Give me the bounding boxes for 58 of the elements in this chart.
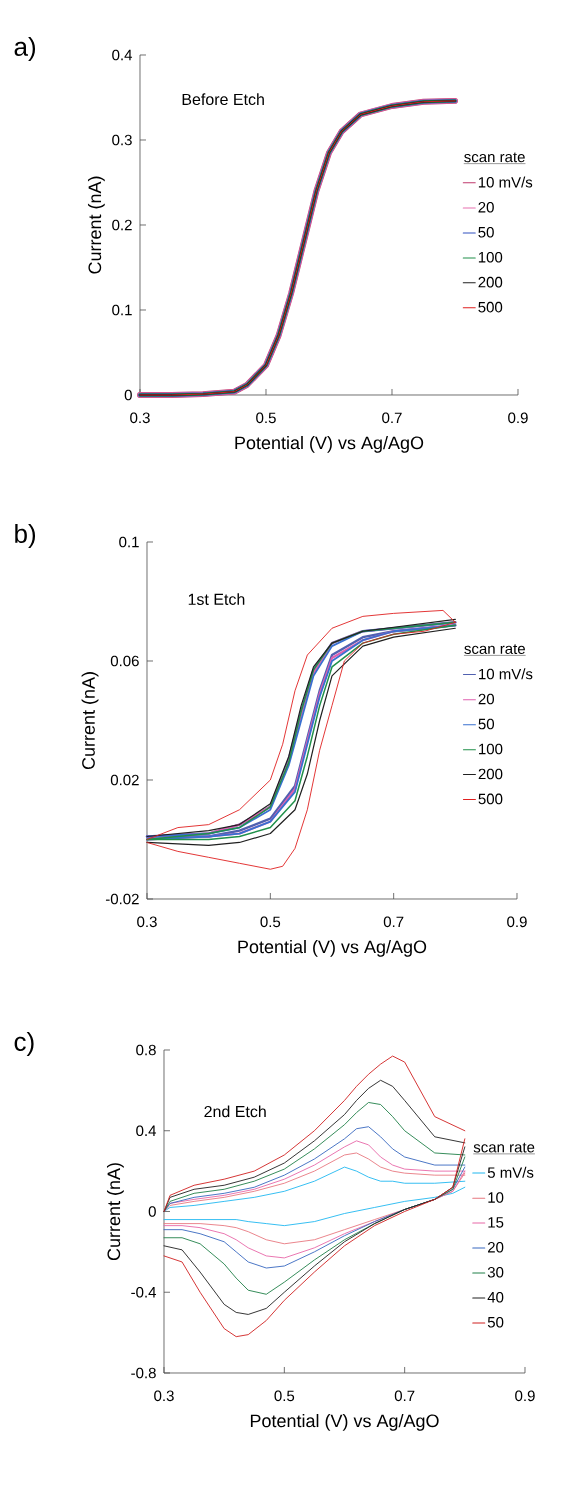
legend-label: 40	[487, 1291, 504, 1303]
legend-label: 500	[478, 301, 503, 313]
legend-label: 200	[478, 768, 503, 780]
x-tick-label: 0.9	[508, 412, 528, 424]
y-tick-label: 0.02	[110, 774, 139, 786]
y-tick-label: 0.4	[112, 49, 133, 61]
y-axis-title: Current (nA)	[87, 176, 105, 274]
legend-label: 10 mV/s	[479, 668, 533, 680]
x-tick-label: 0.7	[383, 916, 404, 928]
x-tick-label: 0.7	[382, 412, 402, 424]
legend-label: 100	[479, 743, 503, 755]
legend-label: 20	[478, 201, 494, 213]
x-tick-label: 0.9	[515, 1390, 535, 1402]
y-axis-title: Current (nA)	[81, 672, 99, 770]
annotation: 1st Etch	[188, 593, 245, 605]
y-tick-label: 0.06	[110, 655, 139, 667]
y-tick-label: -0.8	[131, 1367, 156, 1379]
legend-label: 50	[487, 1316, 504, 1328]
legend-title: scan rate	[473, 1142, 535, 1153]
y-axis-title: Current (nA)	[106, 1163, 124, 1261]
x-tick-label: 0.5	[274, 1390, 295, 1402]
y-tick-label: 0.1	[119, 536, 139, 548]
x-axis-title: Potential (V) vs Ag/AgO	[238, 940, 427, 957]
x-tick-label: 0.9	[507, 916, 527, 928]
x-tick-label: 0.5	[256, 412, 276, 424]
legend-title: scan rate	[464, 152, 525, 163]
x-axis-title: Potential (V) vs Ag/AgO	[235, 436, 424, 453]
annotation: Before Etch	[182, 93, 264, 106]
y-tick-label: 0.8	[136, 1044, 156, 1056]
legend-label: 15	[488, 1217, 504, 1228]
legend-label: 50	[478, 718, 495, 730]
legend-label: 5 mV/s	[487, 1166, 534, 1178]
legend-label: 200	[478, 276, 503, 288]
y-tick-label: 0.4	[136, 1125, 157, 1137]
x-tick-label: 0.7	[394, 1390, 415, 1402]
y-tick-label: 0.1	[112, 304, 132, 316]
legend-label: 10 mV/s	[478, 176, 533, 188]
y-tick-label: 0.3	[112, 134, 132, 146]
legend-label: 20	[478, 693, 495, 705]
legend-label: 10	[488, 1192, 504, 1203]
chart-title: a)	[14, 36, 36, 62]
y-tick-label: -0.02	[105, 893, 139, 905]
y-tick-label: -0.4	[131, 1286, 157, 1298]
legend-label: 30	[487, 1266, 504, 1278]
y-tick-label: 0	[148, 1206, 156, 1217]
y-tick-label: 0	[124, 389, 132, 401]
legend-label: 50	[478, 226, 494, 238]
chart-title: c)	[14, 1031, 34, 1057]
x-tick-label: 0.3	[154, 1390, 174, 1402]
annotation: 2nd Etch	[204, 1105, 266, 1118]
legend-title: scan rate	[464, 644, 525, 654]
x-axis-title: Potential (V) vs Ag/AgO	[250, 1414, 439, 1431]
legend-label: 100	[478, 251, 503, 263]
chart-title: b)	[15, 523, 36, 549]
legend-label: 20	[488, 1241, 504, 1253]
y-tick-label: 0.2	[112, 219, 132, 231]
legend-label: 500	[478, 793, 503, 805]
x-tick-label: 0.5	[260, 916, 281, 928]
